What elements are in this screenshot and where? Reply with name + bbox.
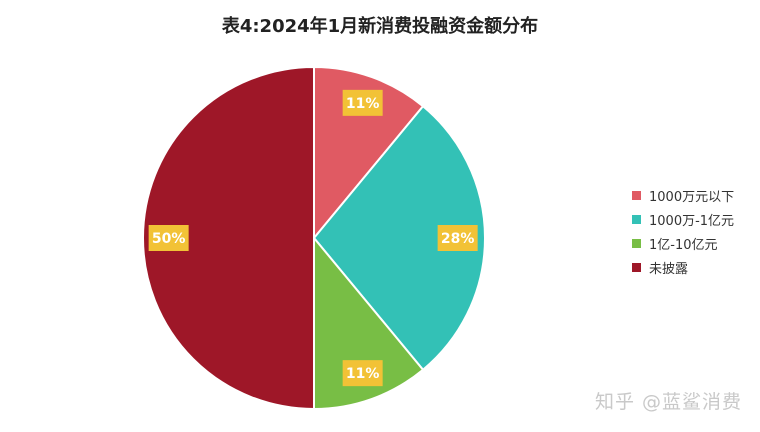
legend: 1000万元以下 1000万-1亿元 1亿-10亿元 未披露 [632, 183, 734, 279]
data-label-text: 50% [152, 231, 186, 247]
watermark: 知乎 @蓝鲨消费 [594, 391, 742, 413]
pie-slice-1[interactable] [312, 104, 487, 372]
legend-label: 1亿-10亿元 [649, 237, 718, 253]
pie-slice-2[interactable] [313, 235, 425, 411]
data-label-text: 28% [441, 231, 475, 247]
legend-label: 未披露 [649, 261, 689, 277]
legend-label: 1000万-1亿元 [649, 213, 735, 229]
data-label-3: 50% [148, 225, 189, 251]
legend-swatch-0 [632, 190, 641, 200]
data-label-bg [437, 225, 478, 251]
data-label-text: 11% [346, 96, 380, 112]
legend-item[interactable]: 1000万-1亿元 [632, 207, 734, 231]
legend-item[interactable]: 未披露 [632, 255, 734, 279]
legend-label: 1000万元以下 [649, 189, 735, 205]
data-label-0: 11% [342, 89, 383, 116]
chart-title: 表4:2024年1月新消费投融资金额分布 [221, 16, 539, 37]
legend-swatch-3 [632, 262, 641, 272]
data-label-bg [342, 360, 383, 387]
pie-slice-3[interactable] [142, 65, 315, 411]
data-label-2: 11% [342, 360, 383, 387]
pie-slice-0[interactable] [313, 65, 425, 241]
data-label-bg [148, 225, 189, 251]
legend-swatch-2 [632, 238, 641, 248]
data-label-text: 11% [346, 366, 380, 382]
data-label-bg [342, 89, 383, 116]
legend-item[interactable]: 1亿-10亿元 [632, 231, 734, 255]
data-label-1: 28% [437, 225, 478, 251]
legend-item[interactable]: 1000万元以下 [632, 183, 734, 207]
legend-swatch-1 [632, 214, 641, 224]
